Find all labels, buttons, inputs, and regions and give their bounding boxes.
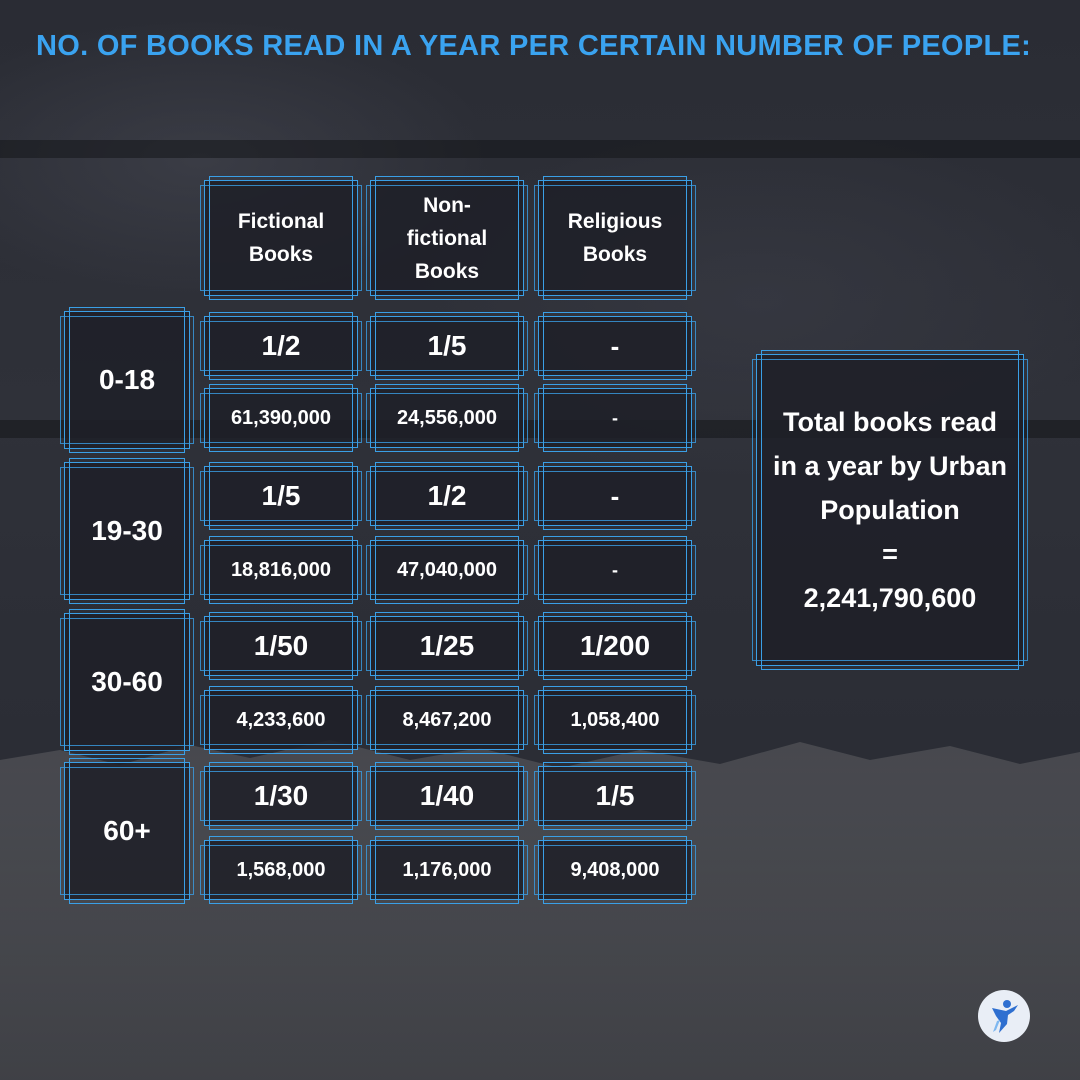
total-line: Population: [820, 495, 960, 525]
ratio-value: 1/25: [419, 630, 475, 661]
count-value: 1,058,400: [570, 708, 660, 731]
column-header-nonfictional: Non-fictional Books: [366, 176, 528, 300]
count-value: -: [612, 559, 618, 580]
header-line: Books: [582, 243, 648, 266]
count-value: 61,390,000: [230, 406, 332, 429]
ratio-value: 1/50: [253, 630, 309, 661]
count-cell: -: [534, 384, 696, 452]
count-value: 4,233,600: [236, 708, 326, 731]
header-line: Fictional: [237, 210, 325, 233]
age-label: 0-18: [98, 364, 156, 395]
ratio-cell: 1/200: [534, 612, 696, 680]
ratio-value: 1/5: [427, 330, 467, 361]
ratio-cell: 1/5: [200, 462, 362, 530]
count-cell: 1,568,000: [200, 836, 362, 904]
ratio-value: 1/5: [595, 780, 635, 811]
person-figure-logo-icon: [978, 990, 1030, 1042]
header-line: Non-: [423, 193, 471, 217]
count-cell: 61,390,000: [200, 384, 362, 452]
header-line: Books: [414, 259, 480, 283]
person-figure-logo-icon: [992, 1000, 1018, 1033]
ratio-value: -: [610, 330, 620, 361]
age-group-30-60: 30-60: [60, 609, 194, 755]
count-value: -: [612, 407, 618, 428]
count-value: 8,467,200: [402, 708, 492, 731]
ratio-value: 1/30: [253, 780, 309, 811]
ratio-cell: 1/5: [534, 762, 696, 830]
count-cell: 1,058,400: [534, 686, 696, 754]
ratio-cell: 1/2: [366, 462, 528, 530]
count-cell: 8,467,200: [366, 686, 528, 754]
count-cell: -: [534, 536, 696, 604]
header-line: Books: [248, 243, 314, 266]
age-label: 19-30: [91, 515, 163, 546]
age-group-60-plus: 60+: [60, 758, 194, 904]
count-value: 24,556,000: [396, 406, 498, 429]
ratio-value: 1/200: [579, 630, 651, 661]
total-line: Total books read: [782, 407, 998, 437]
ratio-value: 1/5: [261, 480, 301, 511]
column-header-fictional: Fictional Books: [200, 176, 362, 300]
total-line: in a year by Urban: [772, 451, 1008, 481]
age-label: 30-60: [91, 666, 163, 697]
background-shelf: [0, 140, 1080, 158]
ratio-cell: -: [534, 462, 696, 530]
ratio-cell: 1/50: [200, 612, 362, 680]
count-cell: 47,040,000: [366, 536, 528, 604]
ratio-cell: 1/40: [366, 762, 528, 830]
age-group-19-30: 19-30: [60, 458, 194, 604]
count-value: 1,176,000: [402, 858, 492, 881]
ratio-cell: 1/30: [200, 762, 362, 830]
header-line: Religious: [567, 210, 663, 233]
ratio-cell: -: [534, 312, 696, 380]
ratio-value: -: [610, 480, 620, 511]
ratio-cell: 1/5: [366, 312, 528, 380]
ratio-cell: 1/25: [366, 612, 528, 680]
count-value: 9,408,000: [570, 858, 660, 881]
ratio-cell: 1/2: [200, 312, 362, 380]
column-header-religious: Religious Books: [534, 176, 696, 300]
count-cell: 4,233,600: [200, 686, 362, 754]
ratio-value: 1/2: [261, 330, 301, 361]
count-value: 18,816,000: [230, 558, 332, 581]
age-group-0-18: 0-18: [60, 307, 194, 453]
total-value: 2,241,790,600: [803, 583, 977, 613]
count-value: 47,040,000: [396, 558, 498, 581]
count-cell: 24,556,000: [366, 384, 528, 452]
count-cell: 18,816,000: [200, 536, 362, 604]
age-label: 60+: [103, 815, 151, 846]
total-line: =: [882, 539, 898, 569]
header-line: fictional: [406, 226, 488, 250]
ratio-value: 1/40: [419, 780, 475, 811]
count-value: 1,568,000: [236, 858, 326, 881]
total-books-box: Total books read in a year by Urban Popu…: [752, 350, 1028, 670]
page-title: NO. OF BOOKS READ IN A YEAR PER CERTAIN …: [36, 30, 1032, 62]
count-cell: 1,176,000: [366, 836, 528, 904]
count-cell: 9,408,000: [534, 836, 696, 904]
ratio-value: 1/2: [427, 480, 467, 511]
